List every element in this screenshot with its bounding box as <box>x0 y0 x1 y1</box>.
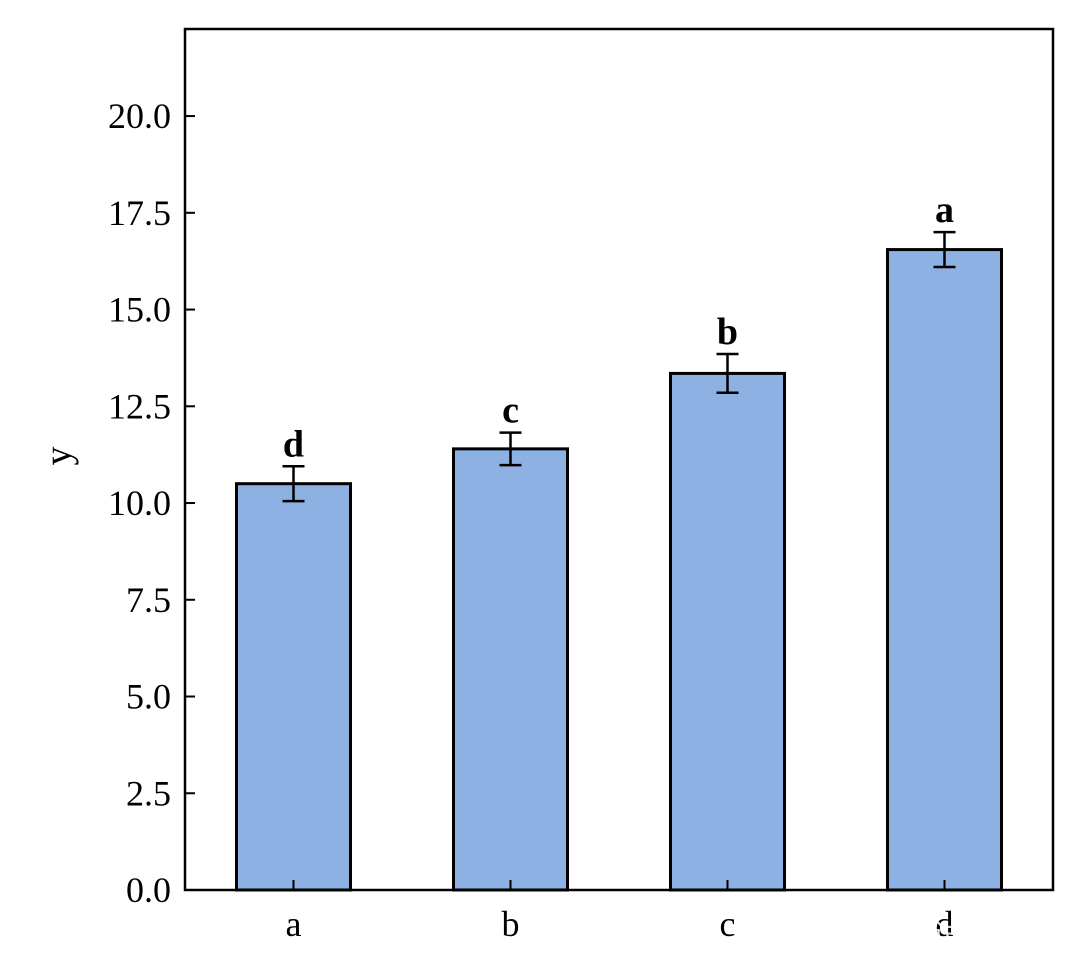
x-tick-label: a <box>286 904 302 944</box>
significance-label-a: d <box>283 423 304 465</box>
x-tick-label: c <box>720 904 736 944</box>
y-tick-label: 12.5 <box>108 386 171 426</box>
y-tick-label: 10.0 <box>108 483 171 523</box>
bar-a <box>235 482 352 892</box>
y-tick-label: 0.0 <box>126 870 171 910</box>
y-tick-label: 17.5 <box>108 193 171 233</box>
bar-c <box>669 371 786 892</box>
y-tick-label: 7.5 <box>126 580 171 620</box>
y-tick-label: 20.0 <box>108 96 171 136</box>
significance-label-d: a <box>935 189 954 231</box>
bar-d <box>886 248 1003 892</box>
y-tick-label: 2.5 <box>126 773 171 813</box>
x-tick-label: b <box>502 904 520 944</box>
y-axis-label: y <box>38 447 80 466</box>
x-tick-label: d <box>936 904 954 944</box>
watermark-text: 知乎 @lne的试验记录 <box>757 918 1052 953</box>
bar-b <box>452 447 569 892</box>
y-tick-label: 5.0 <box>126 677 171 717</box>
significance-label-b: c <box>502 390 519 432</box>
plot-frame <box>183 27 1055 892</box>
y-tick-label: 15.0 <box>108 290 171 330</box>
significance-label-c: b <box>717 311 738 353</box>
